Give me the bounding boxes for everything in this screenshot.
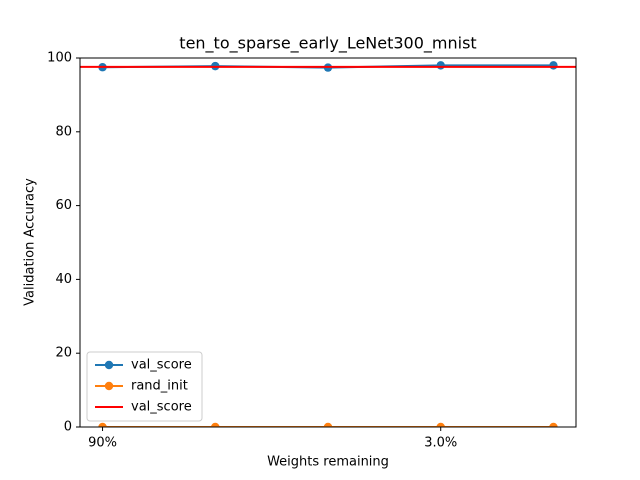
- legend-marker: [104, 360, 114, 370]
- legend-box: [86, 351, 203, 422]
- legend-label: val_score: [131, 400, 192, 415]
- plot-area: [80, 61, 576, 427]
- y-axis-label: Validation Accuracy: [23, 178, 38, 306]
- y-tick-label: 60: [55, 198, 72, 213]
- data-point: [436, 61, 445, 70]
- x-tick-label: 90%: [88, 436, 117, 451]
- legend-label: rand_init: [131, 379, 188, 394]
- data-point: [436, 422, 445, 427]
- y-tick-label: 100: [47, 51, 72, 66]
- x-axis-label: Weights remaining: [267, 455, 389, 470]
- y-tick-label: 20: [55, 346, 72, 361]
- data-point: [211, 422, 220, 427]
- data-point: [98, 422, 107, 427]
- axes-frame: [79, 57, 577, 428]
- y-tick-label: 80: [55, 124, 72, 139]
- x-tick-label: 3.0%: [424, 436, 457, 451]
- legend-label: val_score: [131, 358, 192, 373]
- chart-title: ten_to_sparse_early_LeNet300_mnist: [179, 34, 476, 54]
- data-point: [323, 422, 333, 427]
- legend-marker: [104, 381, 114, 391]
- data-point: [549, 61, 558, 70]
- data-point: [549, 422, 558, 427]
- y-tick-label: 0: [64, 420, 72, 435]
- y-tick-label: 40: [55, 272, 72, 287]
